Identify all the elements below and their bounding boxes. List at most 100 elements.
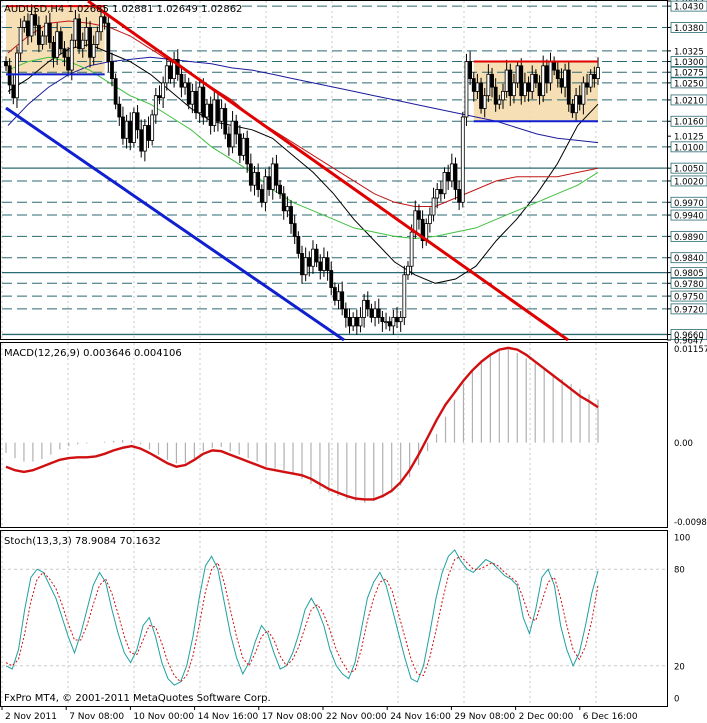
candle-body xyxy=(44,22,49,37)
candle-body xyxy=(146,125,151,141)
candle-body xyxy=(11,84,16,99)
candle-body xyxy=(515,65,520,84)
price-axis-label: 0.9720 xyxy=(674,305,704,315)
candle-body xyxy=(303,257,308,276)
candle-body xyxy=(77,18,81,50)
price-axis-label-box xyxy=(670,329,707,340)
candle-body xyxy=(91,44,96,58)
candle-body xyxy=(332,287,337,301)
price-axis-label: 1.0380 xyxy=(674,24,704,34)
candle-body xyxy=(504,69,509,92)
candle-body xyxy=(197,86,202,114)
time-axis-label: 6 Dec 16:00 xyxy=(583,712,638,722)
candle-body xyxy=(541,65,546,97)
candle-body xyxy=(194,91,198,114)
candle-body xyxy=(201,86,206,118)
candle-body xyxy=(362,299,367,318)
candle-body xyxy=(391,316,396,327)
candle-body xyxy=(157,95,162,99)
candle-body xyxy=(574,95,578,114)
candle-body xyxy=(274,163,279,186)
price-axis-label: 0.9647 xyxy=(674,337,704,347)
candle-body xyxy=(369,308,374,318)
candle-body xyxy=(216,99,220,122)
candle-body xyxy=(179,73,184,88)
stoch-main-line xyxy=(5,549,599,686)
candle-body xyxy=(581,82,586,105)
price-axis-label: 0.9780 xyxy=(674,280,704,290)
price-axis-label: 1.0210 xyxy=(674,96,704,106)
macd-panel xyxy=(0,342,668,528)
candle-body xyxy=(398,316,403,323)
price-axis-label: 0.9840 xyxy=(674,254,704,264)
price-axis-label-box xyxy=(670,141,707,153)
time-axis-label: 22 Nov 00:00 xyxy=(326,712,387,722)
price-axis-label: 1.0100 xyxy=(674,143,704,153)
candle-body xyxy=(252,172,257,186)
price-axis-label-box xyxy=(670,77,707,89)
candle-body xyxy=(161,82,166,99)
descending-trendline-blue xyxy=(5,106,345,342)
price-axis-label-box xyxy=(670,277,707,289)
price-axis-label-box xyxy=(670,303,707,315)
candle-body xyxy=(519,65,524,97)
price-axis-label: 1.0325 xyxy=(674,47,704,57)
chart-title: AUDUSD,H4 1.02685 1.02881 1.02649 1.0286… xyxy=(4,4,242,15)
price-axis-label: 0.9750 xyxy=(674,293,704,303)
candle-body xyxy=(296,235,301,254)
candle-body xyxy=(110,61,114,80)
candle-body xyxy=(172,59,176,80)
candle-body xyxy=(479,82,483,109)
candle-body xyxy=(358,316,363,327)
candle-body xyxy=(322,257,326,271)
stoch-panel xyxy=(0,530,668,707)
candle-body xyxy=(471,78,476,92)
candle-body xyxy=(248,163,253,186)
candle-body xyxy=(493,86,498,105)
candle-body xyxy=(245,137,250,165)
candle-body xyxy=(223,108,228,135)
candle-body xyxy=(501,91,505,101)
candle-body xyxy=(267,176,272,190)
price-axis-label: 1.0050 xyxy=(674,165,704,175)
stoch-axis-label: 20 xyxy=(674,662,685,672)
candle-body xyxy=(526,82,531,92)
candle-body xyxy=(278,184,282,195)
candle-body xyxy=(460,116,465,203)
macd-axis-label: 0.00 xyxy=(674,439,693,449)
candle-body xyxy=(106,22,111,62)
price-axis-label-box xyxy=(670,175,707,187)
candle-body xyxy=(508,69,513,97)
macd-axis-label: 0.01157 xyxy=(674,345,707,355)
candle-body xyxy=(227,133,231,148)
candle-body xyxy=(343,308,348,318)
candle-body xyxy=(314,248,319,263)
candle-body xyxy=(22,20,27,28)
price-axis-label-box xyxy=(670,290,707,302)
candle-body xyxy=(47,22,52,43)
candle-body xyxy=(566,69,571,105)
time-axis-label: 24 Nov 16:00 xyxy=(390,712,451,722)
candle-body xyxy=(168,65,173,80)
candle-body xyxy=(438,189,443,195)
candle-body xyxy=(208,103,213,126)
candle-body xyxy=(58,31,63,50)
price-axis-label: 1.0125 xyxy=(674,133,704,143)
candle-body xyxy=(66,56,71,71)
candle-body xyxy=(523,82,527,97)
candle-body xyxy=(413,210,418,233)
stochastic-chart xyxy=(1,531,667,706)
candle-body xyxy=(292,223,297,237)
candle-body xyxy=(285,206,290,212)
candle-body xyxy=(475,82,480,92)
candle-body xyxy=(563,69,568,88)
candle-body xyxy=(289,206,293,224)
candle-body xyxy=(142,125,147,152)
candle-body xyxy=(347,316,352,327)
candle-body xyxy=(300,253,304,276)
price-axis-label-box xyxy=(670,267,707,279)
candle-body xyxy=(406,265,410,276)
price-axis-label-box xyxy=(670,209,707,221)
candle-body xyxy=(153,95,158,116)
candle-body xyxy=(384,321,388,324)
